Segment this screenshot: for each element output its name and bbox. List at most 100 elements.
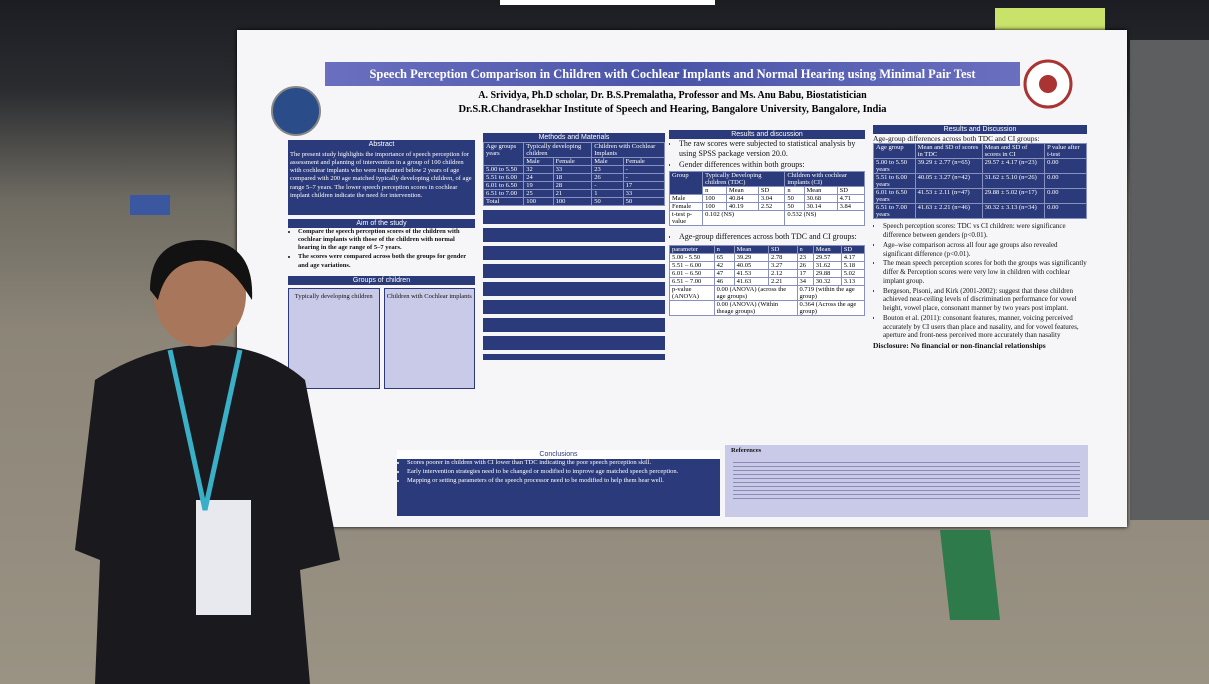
table-cell: 0.00 xyxy=(1044,188,1087,205)
table-cell: t-test p-value xyxy=(669,210,704,226)
institute: Dr.S.R.Chandrasekhar Institute of Speech… xyxy=(458,104,887,115)
table: Age group Mean and SD of scores in TDC Mea… xyxy=(873,143,1087,220)
bullet: The mean speech perception scores for bo… xyxy=(883,259,1087,285)
column-2: Methods and Materials Age groups years Ty… xyxy=(483,133,665,433)
bullet: Early intervention strategies need to be… xyxy=(407,468,720,476)
subheader-row: n Mean SD n Mean SD xyxy=(670,186,865,195)
table-cell: 0.00 xyxy=(1044,158,1087,175)
conclusions-list: Scores poorer in children with CI lower … xyxy=(397,459,720,486)
discussion-table: Age group Mean and SD of scores in TDC Mea… xyxy=(873,143,1087,220)
bullet: Gender differences within both groups: xyxy=(679,160,865,170)
poster-title: Speech Perception Comparison in Children… xyxy=(325,62,1020,86)
results-list: The raw scores were subjected to statist… xyxy=(669,139,865,170)
table-row: t-test p-value 0.102 (NS) 0.532 (NS) xyxy=(669,210,865,226)
logo-left xyxy=(271,86,321,136)
top-strip xyxy=(500,0,715,5)
header-row: Group Typically Developing children (TDC)… xyxy=(669,171,865,195)
header-cell: Age groups years xyxy=(483,142,525,166)
table-row: 5.51 to 6.00 24 18 26- xyxy=(483,173,665,182)
heading: Groups of children xyxy=(288,275,475,285)
table-cell: 0.00 (ANOVA) (Within theage groups) xyxy=(713,300,798,316)
table-row: 5.51 to 6.00 years 40.05 ± 3.27 (n=42) 31.… xyxy=(873,173,1087,190)
heading: Aim of the study xyxy=(288,219,475,228)
group-box: Children with Cochlear implants xyxy=(383,287,475,389)
bullet: Mapping or setting parameters of the spe… xyxy=(407,477,720,485)
table-row: 6.51 to 7.00 25 21 1 33 xyxy=(483,189,665,198)
table-cell: 100 xyxy=(523,197,554,206)
table-cell: 0.00 xyxy=(1044,173,1087,190)
group-boxes: Typically developing children Children w… xyxy=(288,287,475,389)
heading: Results and Discussion xyxy=(873,125,1087,134)
table: parameter n Mean SD n Mean SD 5.00 - 5.50 65 39.2… xyxy=(669,245,865,316)
poster: Speech Perception Comparison in Children… xyxy=(237,30,1127,527)
bullet: Bouton et al. (2011): consonant features… xyxy=(883,314,1087,340)
bullet: Age-group differences across both TDC an… xyxy=(679,232,865,242)
heading: Conclusions xyxy=(397,450,720,459)
table-row: 6.51 – 7.00 46 41.63 2.21 34 30.32 3.13 xyxy=(669,277,865,286)
bullet: The scores were compared across both the… xyxy=(298,253,475,269)
table: Group Typically Developing children (TDC)… xyxy=(669,171,865,226)
reference-lines xyxy=(733,459,1080,500)
column-3: Results and discussion The raw scores we… xyxy=(669,130,865,440)
table-row: p-value (ANOVA) 0.00 (ANOVA) (across the … xyxy=(669,285,865,301)
header-cell: Typically Developing children (TDC) xyxy=(702,171,786,187)
table-row: 5.00 to 5.50 32 33 23- xyxy=(483,165,665,174)
table-cell: 0.364 (Across the age group) xyxy=(796,300,865,316)
conclusions: Conclusions Scores poorer in children wi… xyxy=(397,450,720,516)
age-intro: Age-group differences across both TDC an… xyxy=(669,232,865,242)
age-table: parameter n Mean SD n Mean SD 5.00 - 5.50 65 39.2… xyxy=(669,245,865,316)
references: References xyxy=(725,445,1088,517)
bullet: Bergeson, Pisoni, and Kirk (2001-2002): … xyxy=(883,287,1087,313)
column-1: Abstract The present study highlights th… xyxy=(288,140,475,440)
table-cell: 39.29 ± 2.77 (n=65) xyxy=(914,158,983,175)
table-row: 0.00 (ANOVA) (Within theage groups) 0.364… xyxy=(669,300,865,316)
heading: Abstract xyxy=(288,140,475,149)
table-cell: 31.62 ± 5.10 (n=26) xyxy=(981,173,1046,190)
table-row: 5.00 to 5.50 years 39.29 ± 2.77 (n=65) 29.… xyxy=(873,158,1087,175)
header-cell: Mean and SD of scores in CI xyxy=(981,143,1046,160)
header-row: Age group Mean and SD of scores in TDC Mea… xyxy=(873,143,1087,160)
table-cell: 0.532 (NS) xyxy=(784,210,865,226)
table-row: 5.00 - 5.50 65 39.29 2.78 23 29.57 4.17 xyxy=(669,253,865,262)
board xyxy=(1130,40,1209,520)
bullet: The raw scores were subjected to statist… xyxy=(679,139,865,159)
bullet: Speech perception scores: TDC vs CI chil… xyxy=(883,222,1087,240)
gender-table: Group Typically Developing children (TDC)… xyxy=(669,171,865,226)
discussion-intro: Age-group differences across both TDC an… xyxy=(873,134,1040,143)
discussion-list: Speech perception scores: TDC vs CI chil… xyxy=(873,222,1087,340)
abstract-text: The present study highlights the importa… xyxy=(288,149,475,215)
table-cell: 0.102 (NS) xyxy=(702,210,786,226)
header-cell: Typically developing children xyxy=(523,142,593,158)
table-cell: 30.32 ± 3.13 (n=34) xyxy=(981,203,1046,220)
table-cell: 0.719 (within the age group) xyxy=(796,285,865,301)
header-row: Age groups years Typically developing chi… xyxy=(483,142,665,166)
table-cell: 50 xyxy=(591,197,624,206)
table-cell: 50 xyxy=(622,197,665,206)
header-cell: Mean and SD of scores in TDC xyxy=(914,143,983,160)
disclosure: Disclosure: No financial or non-financia… xyxy=(873,341,1046,351)
column-4: Results and Discussion Age-group differe… xyxy=(873,125,1087,460)
table: Age groups years Typically developing chi… xyxy=(483,142,665,206)
methods-table: Age groups years Typically developing chi… xyxy=(483,142,665,206)
table-cell: 6.51 to 7.00 years xyxy=(873,203,916,220)
logo-right xyxy=(1023,59,1073,109)
table-cell xyxy=(669,300,715,316)
heading: References xyxy=(731,447,762,454)
table-cell: 29.57 ± 4.17 (n=23) xyxy=(981,158,1046,175)
flow-boxes xyxy=(483,210,665,360)
authors: A. Srividya, Ph.D scholar, Dr. B.S.Prema… xyxy=(478,90,867,101)
header-cell: Group xyxy=(669,171,704,195)
bullet: Compare the speech perception scores of … xyxy=(298,228,475,252)
header-cell: Children with cochlear implants (CI) xyxy=(784,171,865,187)
aim-list: Compare the speech perception scores of … xyxy=(288,228,475,270)
banner xyxy=(130,195,170,215)
table-cell: 6.01 to 6.50 years xyxy=(873,188,916,205)
table-cell: 40.05 ± 3.27 (n=42) xyxy=(914,173,983,190)
header-cell: P value after t-test xyxy=(1044,143,1087,160)
group-box: Typically developing children xyxy=(288,287,380,389)
table-row: 6.51 to 7.00 years 41.63 ± 2.21 (n=46) 30.… xyxy=(873,203,1087,220)
